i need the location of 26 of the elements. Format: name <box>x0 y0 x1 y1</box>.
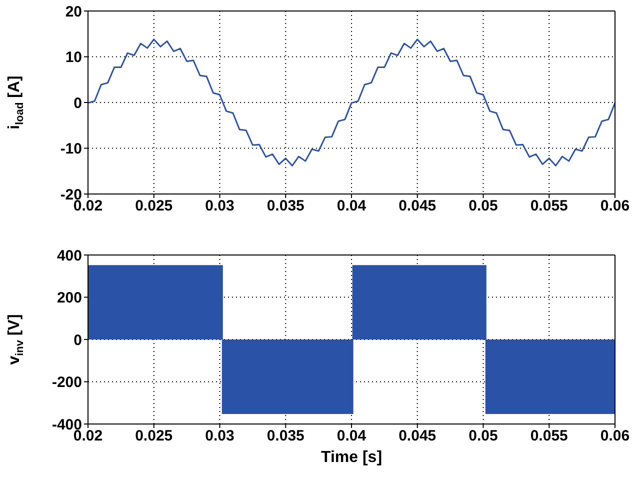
x-tick-label: 0.045 <box>398 198 436 215</box>
x-tick-label: 0.055 <box>530 198 568 215</box>
x-tick-label: 0.03 <box>205 198 234 215</box>
y-tick-label: 400 <box>56 247 82 264</box>
x-axis-title: Time [s] <box>320 449 382 466</box>
y-tick-label: -10 <box>60 140 82 158</box>
x-tick-label: 0.055 <box>530 428 568 445</box>
y-tick-label: 10 <box>65 49 82 66</box>
y-tick-label: 200 <box>56 290 82 307</box>
x-tick-label: 0.035 <box>266 428 304 445</box>
line-series <box>88 38 615 166</box>
x-tick-label: 0.05 <box>468 198 498 215</box>
y-tick-label: 0 <box>74 94 82 112</box>
x-tick-label: 0.04 <box>336 428 367 445</box>
y-tick-label: 20 <box>65 3 82 20</box>
x-tick-label: 0.025 <box>135 428 173 445</box>
y-tick-label: 0 <box>74 332 82 349</box>
x-tick-label: 0.045 <box>398 428 436 445</box>
x-tick-label: 0.05 <box>468 428 498 445</box>
x-tick-label: 0.06 <box>600 428 630 445</box>
x-tick-label: 0.04 <box>336 198 367 215</box>
x-tick-label: 0.035 <box>266 198 304 215</box>
x-tick-label: 0.03 <box>205 428 234 445</box>
x-tick-label: 0.025 <box>135 198 173 215</box>
x-tick-label: 0.06 <box>600 198 630 215</box>
y-tick-label: -200 <box>52 374 82 392</box>
